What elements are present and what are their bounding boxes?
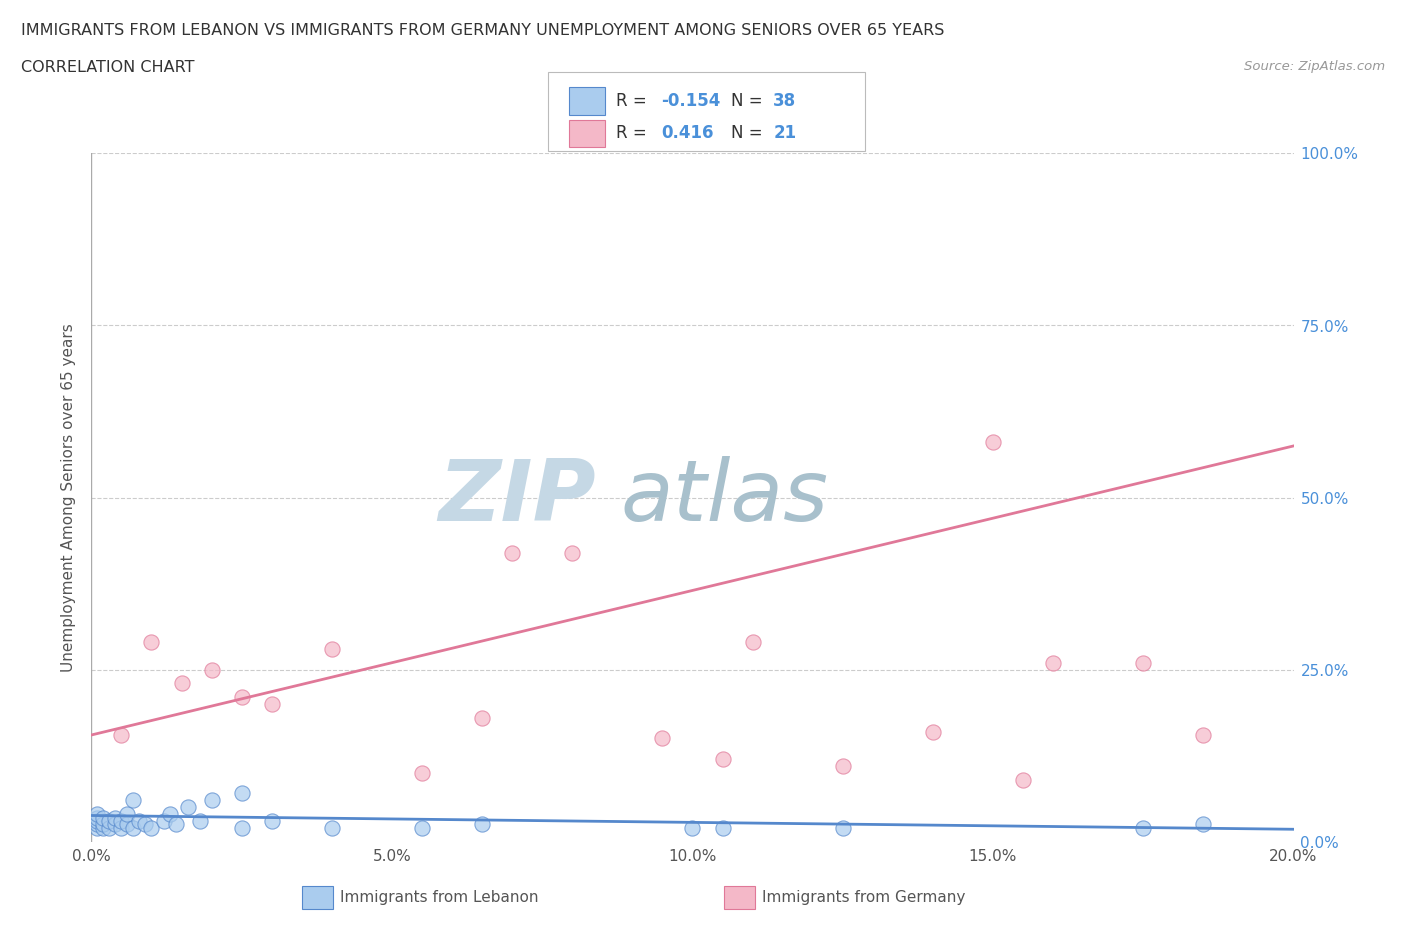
Text: N =: N = — [731, 125, 768, 142]
Point — [170, 676, 193, 691]
Point — [176, 800, 198, 815]
Text: ZIP: ZIP — [439, 456, 596, 539]
Point — [260, 697, 283, 711]
Point — [86, 806, 108, 821]
Point — [141, 634, 163, 649]
Point — [201, 662, 224, 677]
Point — [86, 820, 108, 835]
Point — [471, 817, 494, 832]
Text: N =: N = — [731, 92, 768, 110]
Point — [1132, 656, 1154, 671]
Point — [561, 545, 583, 560]
Point — [831, 820, 853, 835]
Text: 0.416: 0.416 — [661, 125, 713, 142]
Point — [1042, 656, 1064, 671]
Text: Source: ZipAtlas.com: Source: ZipAtlas.com — [1244, 60, 1385, 73]
Point — [98, 820, 121, 835]
Text: atlas: atlas — [620, 456, 828, 539]
Point — [93, 817, 115, 832]
Point — [110, 814, 132, 829]
Point — [134, 817, 156, 832]
Point — [86, 814, 108, 829]
Point — [165, 817, 187, 832]
Point — [231, 690, 253, 705]
Point — [1012, 772, 1035, 787]
Point — [321, 642, 343, 657]
Point — [201, 793, 224, 808]
Point — [1132, 820, 1154, 835]
Point — [122, 820, 145, 835]
Point — [741, 634, 763, 649]
Text: IMMIGRANTS FROM LEBANON VS IMMIGRANTS FROM GERMANY UNEMPLOYMENT AMONG SENIORS OV: IMMIGRANTS FROM LEBANON VS IMMIGRANTS FR… — [21, 23, 945, 38]
Text: 21: 21 — [773, 125, 796, 142]
Point — [110, 820, 132, 835]
Text: CORRELATION CHART: CORRELATION CHART — [21, 60, 194, 75]
Text: R =: R = — [616, 92, 652, 110]
Point — [471, 711, 494, 725]
Text: -0.154: -0.154 — [661, 92, 720, 110]
Y-axis label: Unemployment Among Seniors over 65 years: Unemployment Among Seniors over 65 years — [60, 324, 76, 672]
Point — [411, 820, 433, 835]
Text: Immigrants from Lebanon: Immigrants from Lebanon — [340, 890, 538, 905]
Point — [681, 820, 703, 835]
Point — [122, 793, 145, 808]
Point — [93, 810, 115, 825]
Point — [711, 751, 734, 766]
Point — [117, 806, 139, 821]
Point — [104, 817, 127, 832]
Point — [831, 759, 853, 774]
Text: R =: R = — [616, 125, 657, 142]
Text: Immigrants from Germany: Immigrants from Germany — [762, 890, 966, 905]
Point — [1192, 817, 1215, 832]
Point — [922, 724, 945, 739]
Point — [110, 727, 132, 742]
Point — [98, 814, 121, 829]
Point — [501, 545, 523, 560]
Point — [117, 817, 139, 832]
Point — [260, 814, 283, 829]
Point — [86, 810, 108, 825]
Point — [104, 810, 127, 825]
Point — [231, 786, 253, 801]
Point — [141, 820, 163, 835]
Point — [1192, 727, 1215, 742]
Point — [321, 820, 343, 835]
Point — [188, 814, 211, 829]
Point — [128, 814, 150, 829]
Point — [411, 765, 433, 780]
Point — [152, 814, 174, 829]
Point — [93, 820, 115, 835]
Point — [711, 820, 734, 835]
Point — [86, 817, 108, 832]
Text: 38: 38 — [773, 92, 796, 110]
Point — [981, 435, 1004, 450]
Point — [231, 820, 253, 835]
Point — [651, 731, 673, 746]
Point — [159, 806, 181, 821]
